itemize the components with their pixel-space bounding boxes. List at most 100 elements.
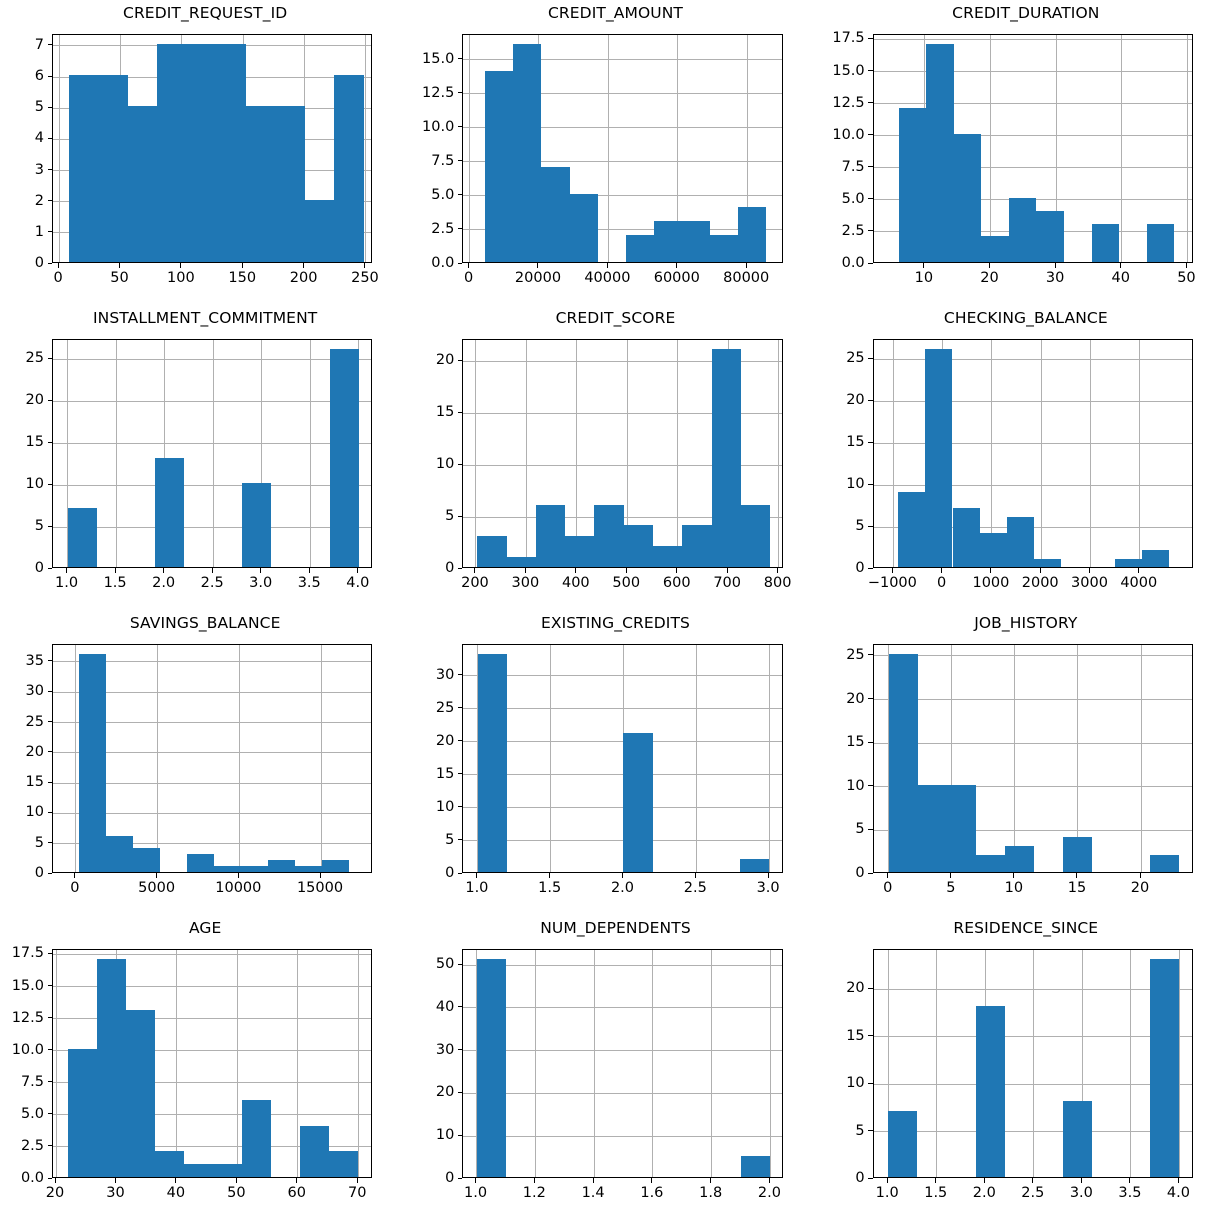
subplot-body: INSTALLMENT_COMMITMENT 1.0 1.5 2.0 2.5 3.0 3.5… (0, 305, 410, 610)
y-tick-label: 5 (855, 1122, 865, 1139)
x-tick (308, 568, 310, 573)
x-tick (1120, 263, 1122, 268)
y-tick (47, 441, 52, 443)
gridline-vertical (626, 340, 628, 567)
y-tick-label: 17.5 (11, 945, 44, 962)
subplot-checking-balance: CHECKING_BALANCE −1000 0 1000 2000 3000 4000 0 5… (821, 305, 1231, 610)
y-tick (47, 262, 52, 264)
gridline-vertical (989, 35, 991, 262)
x-tick-label: 3.5 (1118, 1185, 1142, 1201)
y-tick (457, 1091, 463, 1093)
gridline-horizontal (873, 484, 1192, 486)
histogram-bar (106, 835, 134, 872)
gridline-vertical (1077, 645, 1079, 872)
gridline-vertical (115, 340, 117, 567)
subplot-installment-commitment: INSTALLMENT_COMMITMENT 1.0 1.5 2.0 2.5 3.0 3.5… (0, 305, 410, 610)
y-tick-label: 2.5 (841, 222, 865, 239)
x-tick-label: 2.0 (610, 880, 635, 896)
x-tick (1080, 1178, 1082, 1183)
gridline-horizontal (463, 1092, 782, 1094)
y-tick-label: 10 (435, 798, 455, 815)
histogram-bar (329, 348, 359, 567)
gridline-horizontal (873, 699, 1192, 701)
x-tick-label: 1.2 (522, 1185, 546, 1201)
y-tick (457, 515, 463, 517)
histogram-bar (740, 504, 771, 567)
y-tick-label: 2.5 (431, 220, 455, 237)
x-tick (592, 1178, 594, 1183)
histogram-bar (623, 733, 653, 872)
histogram-bar (711, 348, 741, 567)
subplot-body: CREDIT_REQUEST_ID 0 50 100 150 200 250 0 1 2 3 4 5 6 7 (0, 0, 410, 305)
y-tick (868, 441, 873, 443)
y-tick (457, 806, 463, 808)
y-tick (457, 1006, 463, 1008)
x-tick-label: 2.5 (683, 880, 707, 896)
subplot-title: AGE (188, 919, 222, 937)
x-tick (211, 568, 213, 573)
histogram-bar (1150, 958, 1180, 1177)
histogram-bar (98, 75, 128, 262)
x-tick-label: 800 (763, 575, 792, 591)
plot-area (52, 339, 373, 568)
y-tick-label: 5 (855, 821, 865, 838)
gridline-horizontal (463, 741, 782, 743)
x-tick (745, 263, 747, 268)
gridline-horizontal (873, 786, 1192, 788)
gridline-horizontal (873, 1083, 1192, 1085)
plot-area (462, 34, 783, 263)
gridline-horizontal (873, 988, 1192, 990)
x-tick-label: 300 (511, 575, 540, 591)
x-tick-label: 60000 (653, 270, 700, 286)
y-tick-label: 0 (34, 865, 44, 881)
histogram-bar (594, 504, 624, 567)
y-tick (457, 707, 463, 709)
y-tick-label: 0.0 (20, 1170, 44, 1186)
subplot-credit-amount: CREDIT_AMOUNT 0 20000 40000 60000 80000 0.0 2.5… (410, 0, 820, 305)
y-tick (868, 741, 873, 743)
x-tick-label: 80000 (723, 270, 770, 286)
x-tick-label: 0 (883, 880, 893, 896)
y-tick (457, 963, 463, 965)
histogram-bar (681, 221, 711, 262)
gridline-vertical (1089, 340, 1091, 567)
x-tick-label: 4000 (1120, 575, 1158, 591)
histogram-bar (155, 1151, 185, 1177)
subplot-age: AGE 20 30 40 50 60 70 0.0 2.5 5.0 7.5 10.0 12.5 15.0 1… (0, 915, 410, 1220)
plot-area (462, 644, 783, 873)
x-tick (114, 568, 116, 573)
subplot-credit-score: CREDIT_SCORE 200 300 400 500 600 700 800 0 5 10 15 2… (410, 305, 820, 610)
histogram-bar (888, 653, 918, 872)
y-tick (47, 1017, 52, 1019)
plot-area (52, 644, 373, 873)
y-tick (47, 985, 52, 987)
x-tick-label: 40 (166, 1185, 186, 1201)
x-tick-label: 1.5 (103, 575, 127, 591)
gridline-horizontal (53, 722, 372, 724)
x-tick (156, 873, 158, 878)
y-tick (457, 839, 463, 841)
y-tick-label: 25 (25, 713, 44, 730)
x-tick (1032, 1178, 1034, 1183)
x-tick (1088, 568, 1090, 573)
y-tick (457, 1049, 463, 1051)
histogram-bar (242, 1100, 272, 1177)
y-tick (457, 1134, 463, 1136)
subplot-title: JOB_HISTORY (974, 614, 1078, 632)
y-tick-label: 1 (34, 223, 44, 240)
gridline-horizontal (53, 953, 372, 955)
histogram-bar (979, 533, 1007, 567)
histogram-bar (1115, 558, 1143, 567)
y-tick-label: 20 (846, 392, 865, 409)
gridline-horizontal (463, 360, 782, 362)
subplot-title: RESIDENCE_SINCE (953, 919, 1099, 937)
histogram-bar (917, 784, 947, 872)
gridline-horizontal (463, 840, 782, 842)
y-tick-label: 15 (846, 734, 865, 751)
histogram-bar (157, 43, 187, 262)
x-tick-label: 20 (1130, 880, 1150, 896)
gridline-vertical (358, 340, 360, 567)
y-tick (47, 952, 52, 954)
gridline-vertical (236, 950, 238, 1177)
plot-area (872, 34, 1193, 263)
